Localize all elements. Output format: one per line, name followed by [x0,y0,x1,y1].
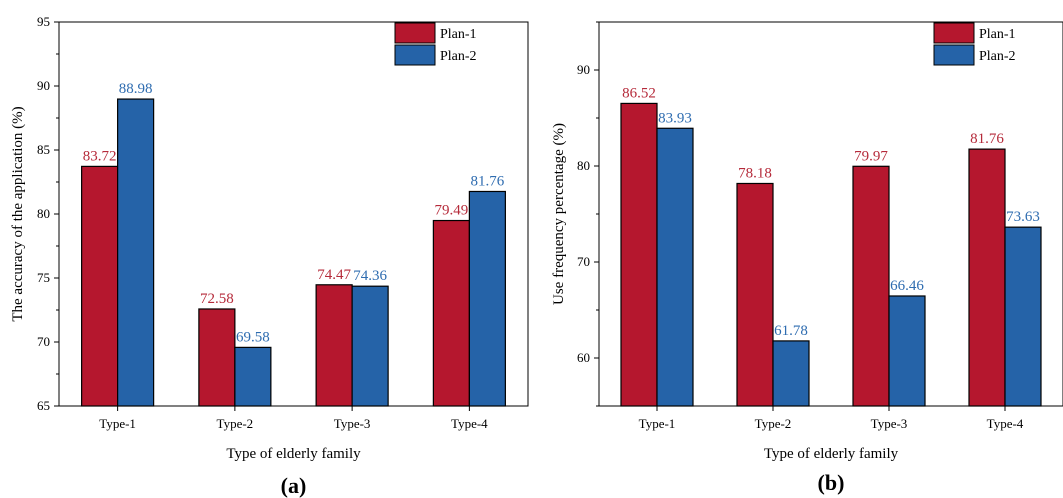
y-tick-label: 70 [37,334,50,349]
y-tick-label: 70 [577,254,590,269]
data-label: 83.72 [83,148,117,164]
bar-plan-2-type-4 [468,190,506,407]
bar-plan-2-type-1 [117,98,155,407]
legend-label-plan-2: Plan-2 [979,49,1016,64]
bar-plan-1-type-1 [81,165,119,407]
legend-swatch-plan-2 [933,44,975,66]
bar-plan-2-type-3 [888,295,926,407]
data-label: 74.47 [317,267,351,283]
y-tick-label: 90 [37,78,50,93]
chart-panel-a: 65 70 75 80 85 90 95 Type-1 Type-2 Type-3 Type-4 83… [10,14,529,498]
data-label: 78.18 [738,165,772,181]
legend-swatch-plan-1 [933,22,975,44]
bar-plan-2-type-1 [656,127,694,407]
chart-panel-b: 60 70 80 90 Type-1 Type-2 Type-3 Type-4 86.52 78.… [551,21,1063,495]
data-label: 83.93 [658,110,692,126]
y-tick-label: 90 [577,62,590,77]
y-tick-label: 80 [577,158,590,173]
y-tick-label: 65 [37,398,50,413]
legend-swatch-plan-2 [394,44,436,66]
bar-plan-1-type-3 [315,284,353,407]
data-label: 79.97 [854,148,888,164]
y-tick-label: 95 [37,14,50,29]
bar-plan-1-type-4 [432,219,470,407]
y-axis-title: Use frequency percentage (%) [551,123,567,305]
data-label: 86.52 [622,85,656,101]
data-label: 81.76 [970,131,1004,147]
data-label: 72.58 [200,291,234,307]
data-label: 66.46 [890,278,924,294]
y-tick-label: 85 [37,142,50,157]
legend-label-plan-2: Plan-2 [440,49,477,64]
x-tick-label: Type-3 [871,416,908,431]
bar-plan-1-type-2 [736,182,774,407]
data-label: 74.36 [353,268,387,284]
x-tick-label: Type-3 [334,416,371,431]
panel-label: (a) [281,473,307,498]
x-axis-title: Type of elderly family [764,446,899,462]
x-tick-label: Type-2 [217,416,254,431]
y-tick-label: 60 [577,350,590,365]
legend-swatch-plan-1 [394,22,436,44]
data-label: 81.76 [471,173,505,189]
x-tick-label: Type-1 [639,416,676,431]
legend-label-plan-1: Plan-1 [979,27,1016,42]
data-label: 79.49 [435,203,469,219]
legend-label-plan-1: Plan-1 [440,27,477,42]
bar-plan-2-type-2 [772,340,810,407]
x-tick-label: Type-4 [987,416,1024,431]
bar-plan-1-type-1 [620,102,658,407]
x-tick-label: Type-1 [99,416,136,431]
bar-plan-2-type-3 [351,285,389,407]
y-axis-title: The accuracy of the application (%) [10,106,26,321]
y-tick-label: 80 [37,206,50,221]
bar-plan-1-type-2 [198,308,236,407]
bar-plan-2-type-4 [1004,226,1042,407]
x-axis-title: Type of elderly family [226,446,361,462]
bar-plan-1-type-3 [852,165,890,407]
x-tick-label: Type-4 [451,416,488,431]
y-tick-label: 75 [37,270,50,285]
panel-label: (b) [818,470,845,495]
data-label: 88.98 [119,81,153,97]
data-label: 69.58 [236,329,270,345]
data-label: 73.63 [1006,209,1040,225]
bar-plan-2-type-2 [234,346,272,407]
x-tick-label: Type-2 [755,416,792,431]
bar-plan-1-type-4 [968,148,1006,407]
data-label: 61.78 [774,323,808,339]
